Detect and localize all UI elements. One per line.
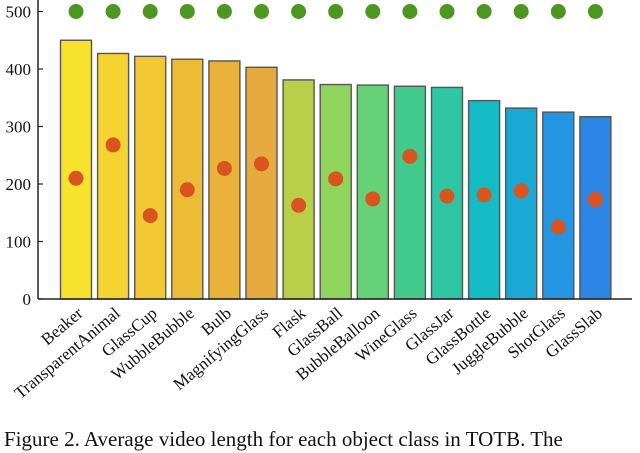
orange-marker [587,192,603,208]
orange-marker [216,160,232,176]
green-marker [365,4,381,19]
green-marker [216,4,232,19]
orange-marker [550,219,566,235]
bars-group [59,39,612,300]
bar-flask [282,79,315,300]
orange-marker [105,137,121,153]
orange-marker [513,183,529,199]
y-tick-label: 300 [6,118,32,137]
green-marker [105,4,121,19]
y-tick-label: 500 [6,3,32,22]
bar-bulb [208,60,241,300]
green-marker [179,4,195,19]
green-marker [587,4,603,19]
green-marker [291,4,307,19]
green-marker [513,4,529,19]
bar-jugglebubble [505,107,538,300]
y-axis: 0 100 200 300 400 500 [6,3,43,309]
figure-caption: Figure 2. Average video length for each … [4,427,563,451]
orange-marker [328,171,344,187]
bar-glassball [319,83,352,300]
bar-wubblebubble [171,58,204,300]
orange-marker [365,191,381,207]
bar-glasscup [133,55,167,300]
bar-glassslab [579,116,612,300]
y-tick-label: 0 [23,290,32,309]
orange-marker [68,170,84,186]
green-marker [254,4,269,19]
green-marker [328,4,344,19]
orange-marker [179,182,195,198]
orange-marker [142,208,158,224]
y-tick-label: 200 [6,175,32,194]
bar-magnifyingglass [245,66,278,300]
orange-marker [439,188,455,204]
green-marker [476,4,492,19]
x-tick-labels: BeakerTransparentAnimalGlassCupWubbleBub… [11,303,606,402]
green-marker [68,4,84,19]
markers-group [68,4,603,235]
green-marker [142,4,158,19]
orange-marker [254,156,269,172]
bar-beaker [59,39,93,300]
orange-marker [476,187,492,203]
orange-marker [402,148,418,164]
y-tick-label: 100 [6,233,32,252]
y-tick-label: 400 [6,60,32,79]
bar-transparentanimal [96,52,130,300]
green-marker [402,4,418,19]
green-marker [550,4,566,19]
green-marker [439,4,455,19]
orange-marker [291,197,307,213]
bar-wineglass [393,85,427,300]
bar-shotglass [542,111,575,300]
